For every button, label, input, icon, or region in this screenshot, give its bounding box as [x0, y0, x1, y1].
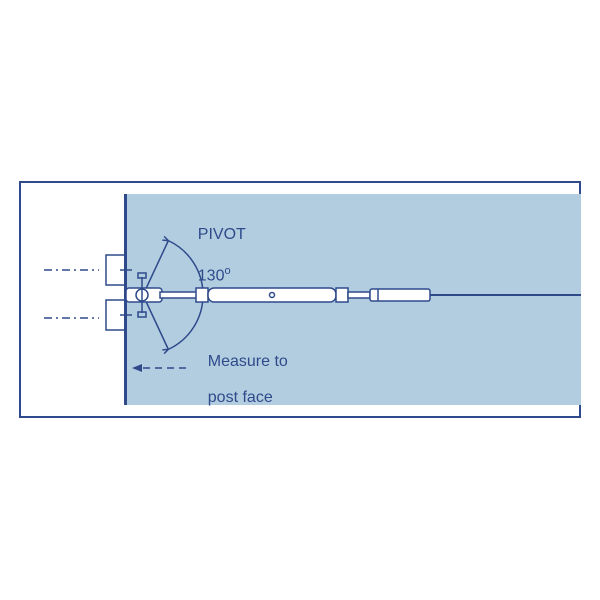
diagram-frame: PIVOT 130o Measure to post face: [0, 0, 600, 600]
diagram-svg: [0, 0, 600, 600]
pivot-text-line2: 130: [198, 267, 225, 284]
pivot-label: PIVOT 130o: [180, 208, 246, 303]
degree-symbol: o: [224, 265, 230, 277]
measure-line1: Measure to: [208, 353, 288, 370]
pivot-text-line1: PIVOT: [198, 226, 246, 243]
measure-label: Measure to post face: [190, 335, 288, 425]
measure-line2: post face: [208, 389, 273, 406]
